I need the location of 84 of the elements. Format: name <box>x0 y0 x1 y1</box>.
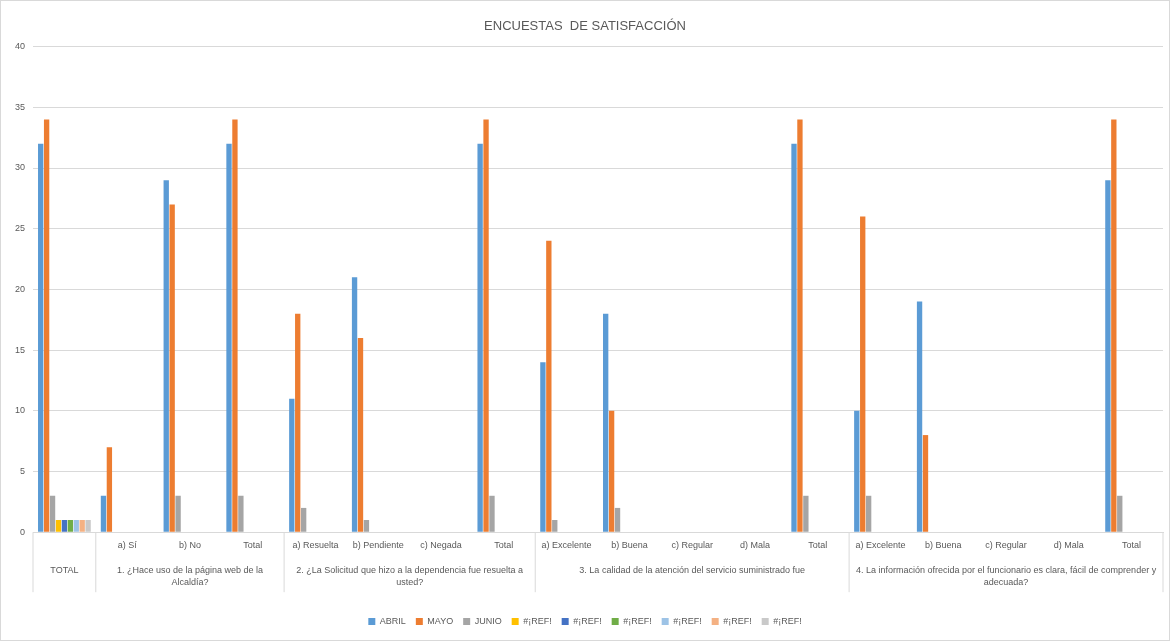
x-tick-label: a) Excelente <box>541 540 592 551</box>
bar <box>797 119 803 532</box>
x-tick-label: Total <box>808 540 828 551</box>
legend-label: ABRIL <box>379 615 406 626</box>
bar <box>73 520 79 532</box>
bar <box>55 520 62 532</box>
legend-label: #¡REF! <box>773 615 802 626</box>
bar <box>357 337 364 532</box>
bar <box>603 313 609 532</box>
bar <box>85 520 91 532</box>
bar <box>289 398 295 532</box>
y-tick-label: 25 <box>15 223 26 234</box>
x-tick-label: c) Negada <box>420 540 462 551</box>
text: 4. La información ofrecida por el funcionario es clara, fácil de comprender y adecuada? <box>855 564 1157 587</box>
bar <box>608 410 615 532</box>
bar <box>1117 495 1123 532</box>
bar <box>803 495 809 532</box>
bar <box>351 277 358 532</box>
x-tick-label: a) Excelente <box>855 540 906 551</box>
bar <box>865 495 872 532</box>
x-tick-label: b) Pendiente <box>352 540 404 551</box>
y-tick-label: 15 <box>15 344 26 355</box>
bar <box>1105 180 1111 532</box>
bar <box>100 495 107 532</box>
bar <box>483 119 489 532</box>
bar <box>67 520 73 532</box>
legend-label: JUNIO <box>474 615 502 626</box>
bar <box>540 362 546 532</box>
text: TOTAL <box>50 564 79 575</box>
x-tick-label: b) Buena <box>611 540 648 551</box>
legend-label: #¡REF! <box>573 615 602 626</box>
bar <box>175 495 181 532</box>
text: 1. ¿Hace uso de la página web de la Alcaldía? <box>116 564 264 587</box>
x-tick-label: d) Mala <box>1053 540 1084 551</box>
x-tick-label: a) Sí <box>117 540 138 551</box>
y-tick-label: 5 <box>20 465 26 476</box>
bar <box>552 520 558 532</box>
bar <box>79 520 85 532</box>
x-tick-label: Total <box>243 540 263 551</box>
bar <box>860 216 866 532</box>
bar <box>489 495 495 532</box>
bar <box>226 143 232 532</box>
y-tick-label: 0 <box>20 526 26 537</box>
bar <box>477 143 483 532</box>
x-tick-label: c) Regular <box>985 540 1027 551</box>
x-tick-label: Total <box>494 540 514 551</box>
text: 2. ¿La Solicitud que hizo a la dependencia fue resuelta a usted? <box>296 564 524 587</box>
x-tick-label: b) Buena <box>925 540 962 551</box>
legend-label: #¡REF! <box>673 615 702 626</box>
legend-label: #¡REF! <box>623 615 652 626</box>
x-tick-label: b) No <box>178 540 201 551</box>
legend-label: #¡REF! <box>523 615 552 626</box>
x-tick-label: Total <box>1122 540 1142 551</box>
bar <box>363 520 370 532</box>
bar <box>1111 119 1117 532</box>
bar <box>791 143 797 532</box>
chart-title: ENCUESTAS DE SATISFACCIÓN <box>484 18 686 34</box>
bar <box>61 520 68 532</box>
y-tick-label: 30 <box>15 162 26 173</box>
y-tick-label: 20 <box>15 283 26 294</box>
bar <box>232 119 238 532</box>
y-tick-label: 10 <box>15 405 26 416</box>
text: 3. La calidad de la atención del servicio suministrado fue <box>579 564 805 575</box>
x-tick-label: a) Resuelta <box>292 540 339 551</box>
bar <box>106 447 113 532</box>
bar <box>38 143 44 532</box>
bar <box>163 180 169 532</box>
bar <box>546 240 552 532</box>
bar <box>238 495 244 532</box>
legend-label: MAYO <box>427 615 454 626</box>
bar <box>854 410 860 532</box>
bar <box>43 119 50 532</box>
bar <box>922 435 929 532</box>
bar <box>295 313 301 532</box>
bar <box>300 507 307 532</box>
bar <box>916 301 923 532</box>
y-tick-label: 40 <box>15 41 26 52</box>
x-tick-label: c) Regular <box>671 540 713 551</box>
bar <box>614 507 621 532</box>
bar <box>169 204 175 532</box>
y-tick-label: 35 <box>15 101 26 112</box>
bar <box>49 495 56 532</box>
legend-label: #¡REF! <box>723 615 752 626</box>
x-tick-label: d) Mala <box>739 540 770 551</box>
